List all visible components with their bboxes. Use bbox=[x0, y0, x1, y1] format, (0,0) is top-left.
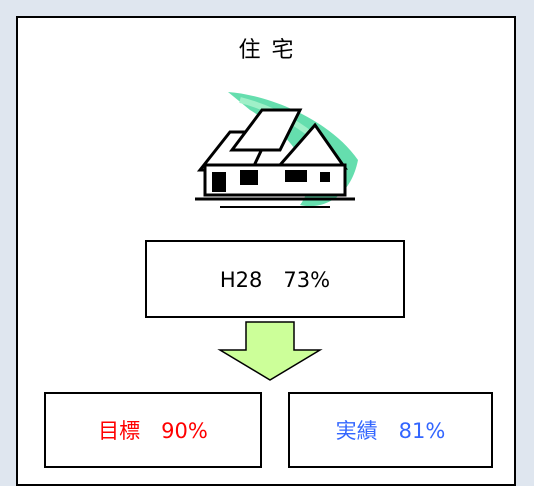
title: 住 宅 bbox=[0, 32, 534, 64]
down-arrow bbox=[220, 322, 320, 380]
current-box: H28 73% bbox=[145, 240, 405, 318]
actual-box: 実績 81% bbox=[288, 392, 493, 468]
target-box: 目標 90% bbox=[44, 392, 262, 468]
page: 住 宅 H28 73% 目標 90% 実績 81% bbox=[0, 0, 534, 481]
house-icon bbox=[195, 92, 358, 207]
